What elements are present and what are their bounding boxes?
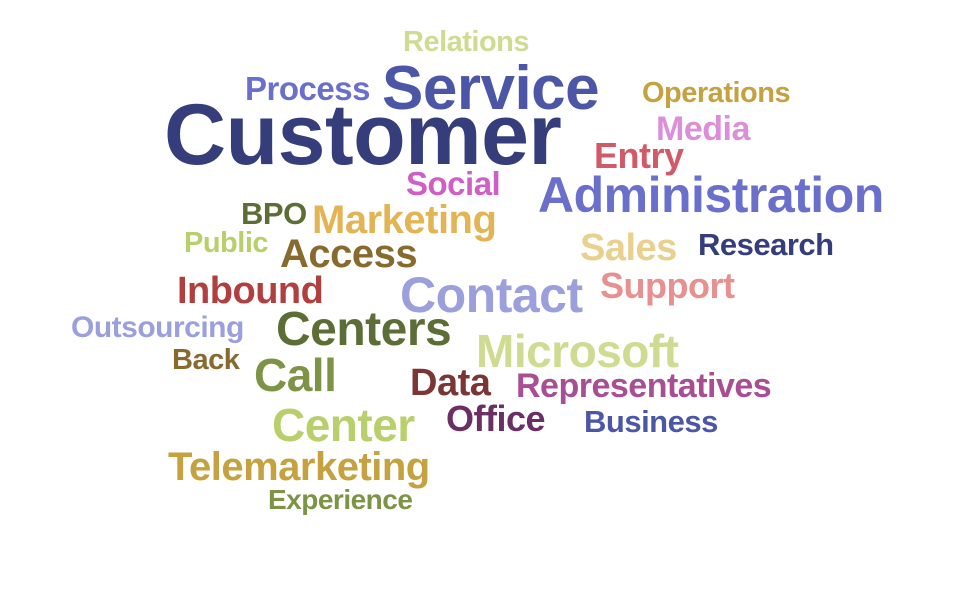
word-representatives: Representatives [516,367,772,405]
word-public: Public [184,227,269,259]
word-customer: Customer [164,87,562,183]
word-research: Research [698,227,834,262]
word-process: Process [245,70,370,107]
word-marketing: Marketing [312,198,497,242]
word-centers: Centers [276,303,452,356]
word-outsourcing: Outsourcing [71,311,244,344]
word-service: Service [382,54,600,123]
word-access: Access [280,232,418,276]
word-bpo: BPO [241,196,307,231]
word-center: Center [272,399,415,451]
word-administration: Administration [538,167,884,223]
word-support: Support [600,265,735,306]
word-microsoft: Microsoft [476,325,679,377]
word-telemarketing: Telemarketing [168,445,430,489]
word-sales: Sales [580,227,677,269]
word-social: Social [406,165,501,202]
word-office: Office [446,398,546,439]
word-data: Data [410,362,491,404]
word-back: Back [172,344,240,376]
word-relations: Relations [403,26,530,58]
word-entry: Entry [594,135,684,176]
word-business: Business [584,404,718,439]
word-media: Media [656,110,750,148]
word-call: Call [254,349,337,401]
word-experience: Experience [268,484,413,515]
word-inbound: Inbound [177,270,324,312]
word-operations: Operations [642,77,791,109]
word-contact: Contact [400,267,583,323]
